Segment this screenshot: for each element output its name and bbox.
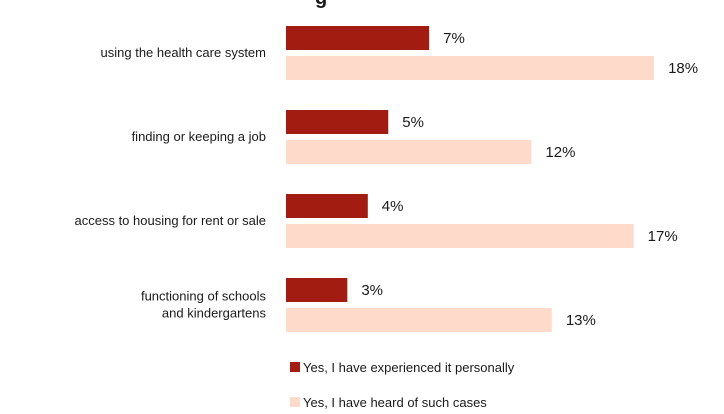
plot-area: using the health care system 7% 18% finding…	[75, 26, 698, 332]
category-label: and kindergartens	[162, 306, 267, 321]
bar-heard	[286, 140, 532, 164]
legend-swatch-heard	[290, 397, 300, 407]
legend: Yes, I have experienced it personally Yes…	[290, 360, 515, 410]
category-label: using the health care system	[101, 45, 266, 60]
data-label: 4%	[382, 198, 404, 215]
bar-heard	[286, 56, 655, 80]
legend-label-heard: Yes, I have heard of such cases	[303, 395, 487, 410]
legend-label-experienced: Yes, I have experienced it personally	[303, 360, 515, 375]
bar-experienced	[286, 278, 348, 302]
data-label: 7%	[443, 30, 465, 47]
chart-title-fragment: g	[315, 0, 327, 9]
category-label: functioning of schools	[141, 289, 267, 304]
bar-heard	[286, 308, 552, 332]
data-label: 13%	[566, 312, 596, 329]
category-label: finding or keeping a job	[132, 129, 266, 144]
data-label: 17%	[648, 228, 678, 245]
data-label: 18%	[668, 60, 698, 77]
bar-experienced	[286, 110, 389, 134]
data-label: 3%	[361, 282, 383, 299]
data-label: 12%	[545, 144, 575, 161]
bar-experienced	[286, 194, 368, 218]
bar-heard	[286, 224, 634, 248]
bar-experienced	[286, 26, 430, 50]
data-label: 5%	[402, 114, 424, 131]
category-label: access to housing for rent or sale	[75, 213, 267, 228]
legend-swatch-experienced	[290, 362, 300, 372]
